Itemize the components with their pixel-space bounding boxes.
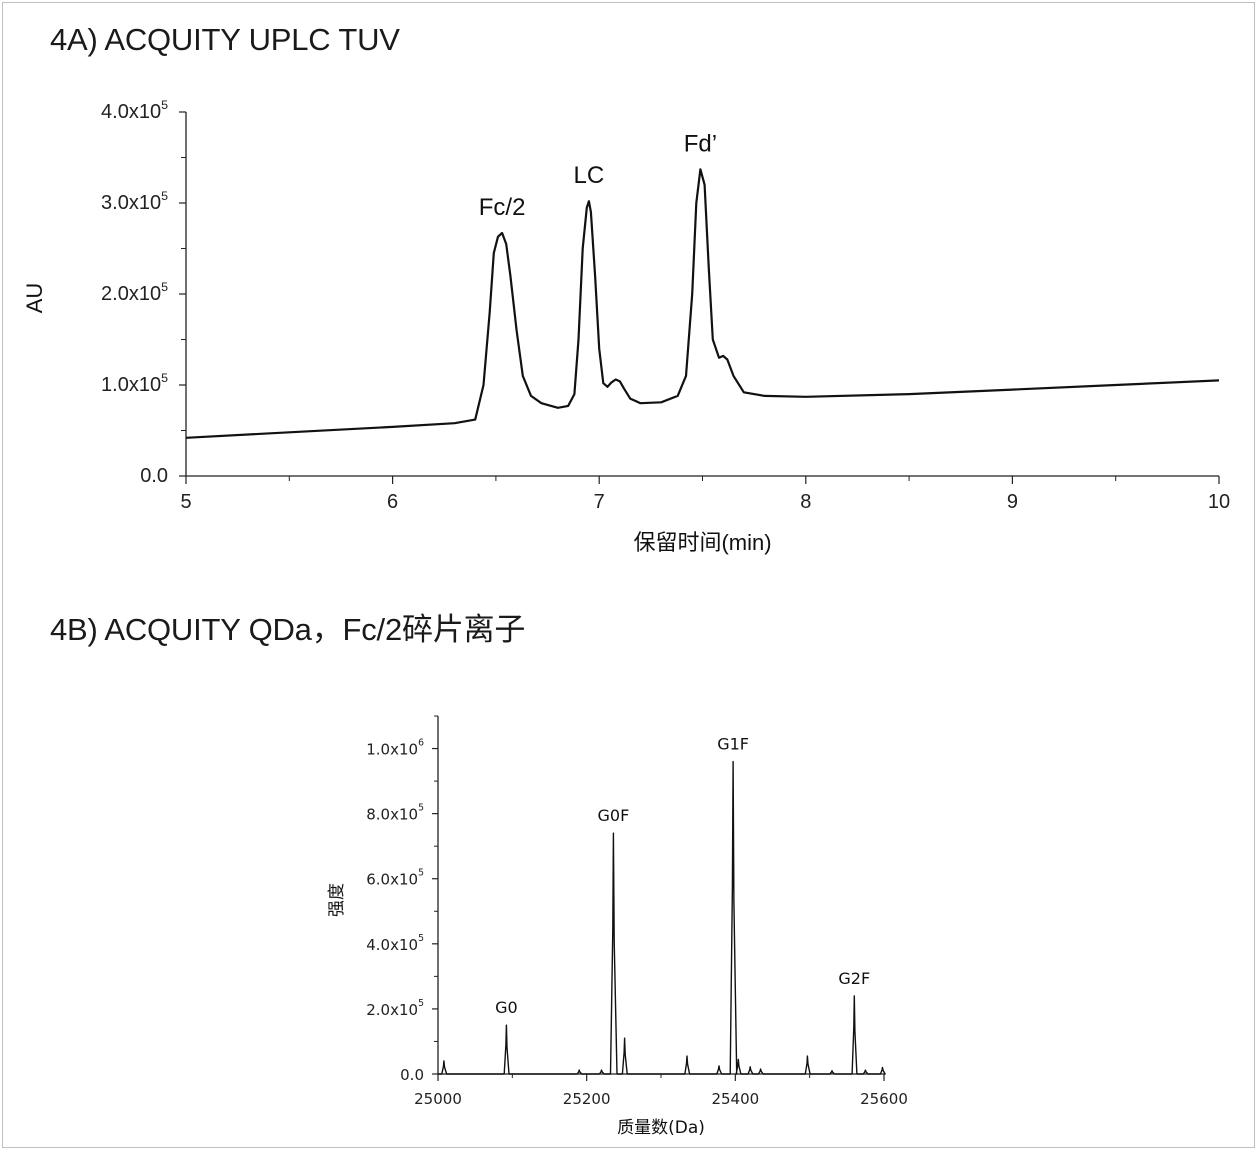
chart-a-series-line: [185, 168, 1220, 439]
chart-b-y-tick-exponent: 5: [418, 998, 424, 1009]
chart-b-y-tick-exponent: 6: [418, 738, 424, 749]
chart-b-spectrum-line: [438, 760, 886, 1075]
chart-a-x-tick-label: 8: [800, 491, 811, 513]
chart-a-x-tick-label: 9: [1007, 491, 1018, 513]
chart-b-x-tick-label: 25400: [711, 1090, 759, 1108]
chart-a-x-tick-label: 10: [1208, 491, 1230, 513]
chart-a-y-tick-exponent: 5: [161, 280, 168, 294]
panel-a-title: 4A) ACQUITY UPLC TUV: [50, 22, 400, 57]
chart-a-y-axis-title: AU: [22, 283, 47, 314]
chart-b-peak-label: G2F: [838, 969, 870, 988]
chart-a-peak-label: LC: [574, 162, 605, 189]
chart-b-x-tick-label: 25200: [563, 1090, 611, 1108]
chart-b-peak-label: G0F: [598, 806, 630, 825]
chart-b-y-tick-exponent: 5: [418, 868, 424, 879]
chart-a-x-axis-title: 保留时间(min): [633, 530, 771, 555]
chart-a-y-tick-label: 3.0x105: [101, 189, 168, 214]
chart-a-y-tick-label: 0.0: [140, 465, 168, 487]
chart-b-y-tick-label: 2.0x105: [366, 998, 424, 1019]
panel-b-title: 4B) ACQUITY QDa，Fc/2碎片离子: [50, 612, 526, 647]
chart-b-x-tick-label: 25000: [414, 1090, 462, 1108]
chart-a-y-tick-label: 2.0x105: [101, 280, 168, 305]
chart-a-peak-label: Fc/2: [479, 194, 526, 221]
chart-a-x-tick-label: 5: [180, 491, 191, 513]
chart-b-y-tick-label: 4.0x105: [366, 933, 424, 954]
chart-a-y-tick-exponent: 5: [161, 189, 168, 203]
chart-b-y-tick-exponent: 5: [418, 803, 424, 814]
chart-a-peak-label: Fd’: [684, 130, 717, 157]
chart-b-x-axis-title: 质量数(Da): [617, 1118, 705, 1138]
chart-b-y-axis-title: 强度: [327, 883, 347, 917]
chart-b-x-tick-label: 25600: [860, 1090, 908, 1108]
chart-b-peak-label: G1F: [717, 735, 749, 754]
chart-a-x-tick-label: 7: [594, 491, 605, 513]
chart-a-x-tick-label: 6: [387, 491, 398, 513]
chart-b-y-tick-label: 8.0x105: [366, 803, 424, 824]
chart-a-y-tick-exponent: 5: [161, 98, 168, 112]
chart-a-y-tick-exponent: 5: [161, 371, 168, 385]
chart-a-y-tick-label: 4.0x105: [101, 98, 168, 123]
chart-b-y-tick-label: 0.0: [400, 1066, 424, 1084]
chart-b-y-tick-label: 1.0x106: [366, 738, 424, 759]
chart-b-peak-label: G0: [495, 998, 518, 1017]
chart-b-y-tick-exponent: 5: [418, 933, 424, 944]
chart-a-y-tick-label: 1.0x105: [101, 371, 168, 396]
chart-b-y-tick-label: 6.0x105: [366, 868, 424, 889]
